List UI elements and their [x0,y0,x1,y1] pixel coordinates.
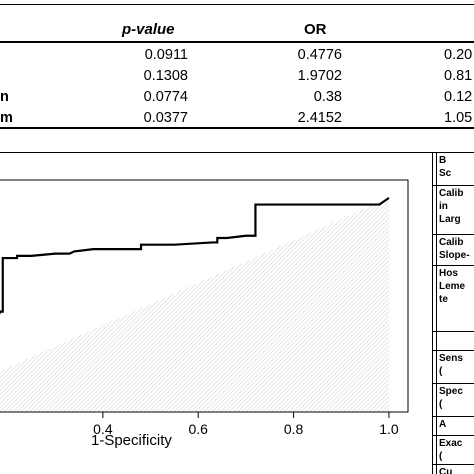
stats-cell-text: A [439,419,447,430]
ci-cell: 0.12 [444,89,473,105]
or-cell: 0.38 [313,89,342,105]
stats-row [433,331,474,332]
pvalue-cell: 0.0774 [143,89,188,105]
stats-row [433,234,474,235]
figure-top-border [0,152,433,153]
stats-cell-text: B [439,155,447,166]
ci-cell: 0.81 [444,68,473,84]
results-table: p-value OR 0.0911 0.4776 0.20 0.1308 1.9… [0,0,474,130]
x-tick-label: 0.4 [93,421,113,437]
reference-area [0,197,389,412]
pvalue-cell: 0.0911 [144,47,188,63]
stats-cell-text: Calib [439,188,464,199]
stats-cell-text: Slope- [439,250,470,261]
pvalue-cell: 0.0377 [143,110,188,126]
table-bottom-rule [0,127,474,129]
stats-cell-text: Sens [439,353,463,364]
stats-cell-text: Leme [439,281,466,292]
stats-row [433,265,474,266]
stats-cell-text: ( [439,366,443,377]
header-rule [0,41,474,43]
stats-cell-text: ( [439,399,443,410]
stats-row [433,464,474,465]
or-cell: 0.4776 [297,47,342,63]
or-cell: 1.9702 [297,68,342,84]
or-cell: 2.4152 [297,110,342,126]
ci-cell: 0.20 [444,47,473,63]
stats-cell-text: Hos [439,268,458,279]
stats-row [433,435,474,436]
stats-cell-text: te [439,294,448,305]
stats-cell-text: Spec [439,386,463,397]
or-header: OR [304,21,327,38]
table-top-rule [0,4,474,5]
stats-row [433,383,474,384]
stats-row [433,152,474,153]
row-label: n [0,89,9,105]
stats-inner-border [436,152,437,474]
ci-cell: 1.05 [444,110,473,126]
stats-cell-text: ( [439,451,443,462]
x-tick-label: 0.8 [284,421,304,437]
x-axis-label: 1-Specificity [91,432,172,449]
stats-cell-text: Larg [439,214,461,225]
x-tick-label: 1.0 [379,421,399,437]
stats-cell-text: Exac [439,438,463,449]
stats-cell-text: Calib [439,237,464,248]
stats-cell-text: Sc [439,168,452,179]
pvalue-header: p-value [122,21,175,38]
stats-row [433,350,474,351]
stats-row [433,185,474,186]
pvalue-cell: 0.1308 [143,68,188,84]
stats-row [433,416,474,417]
x-tick-label: 0.6 [188,421,208,437]
figure-panel [0,152,433,474]
stats-table: B Sc Calib in Larg Calib Slope- Hos Leme te Sens ( S… [433,152,474,474]
plot-frame [0,179,409,413]
roc-curve [0,196,390,315]
row-label: m [0,110,13,126]
stats-cell-text: in [439,201,448,212]
stats-cell-text: Cu [439,467,453,474]
